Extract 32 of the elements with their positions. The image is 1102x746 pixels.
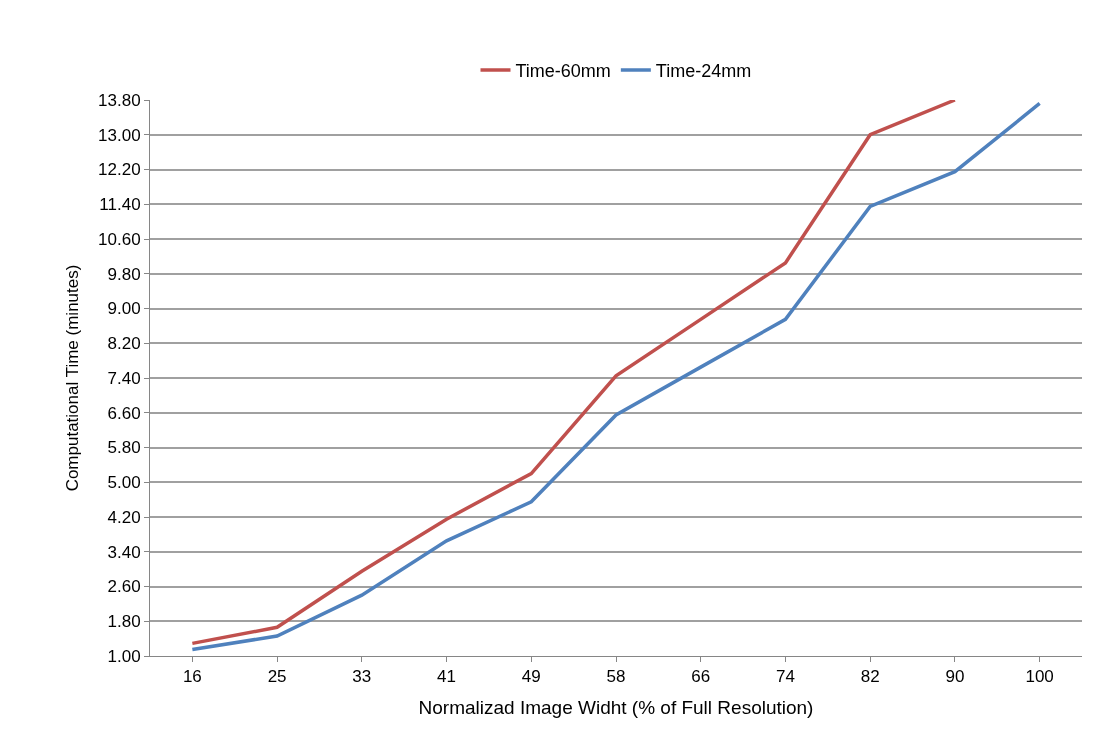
- x-tick-label: 16: [182, 667, 202, 687]
- y-tick-label: 11.40: [99, 195, 141, 215]
- y-tick-label: 9.00: [107, 299, 141, 319]
- x-tick-label: 33: [352, 667, 372, 687]
- y-tick-label: 13.80: [98, 90, 141, 110]
- x-tick-label: 66: [691, 667, 711, 687]
- x-tick-label: 25: [267, 667, 287, 687]
- y-tick-label: 8.20: [107, 334, 141, 354]
- x-tick-label: 82: [860, 667, 880, 687]
- y-tick-label: 7.40: [107, 368, 141, 388]
- legend-label: Time-24mm: [655, 61, 752, 82]
- y-tick-label: 5.00: [107, 473, 141, 493]
- y-tick-label: 4.20: [107, 507, 141, 527]
- x-tick-label: 90: [945, 667, 965, 687]
- y-tick-label: 10.60: [98, 229, 141, 249]
- y-tick-label: 2.60: [107, 577, 141, 597]
- x-tick-label: 58: [606, 667, 626, 687]
- legend-label: Time-60mm: [515, 61, 611, 82]
- y-tick-label: 9.80: [107, 264, 141, 284]
- y-tick-label: 12.20: [98, 160, 141, 180]
- y-axis-title: Computational Time (minutes): [62, 264, 82, 492]
- x-tick-label: 49: [521, 667, 541, 687]
- y-tick-label: 1.80: [107, 612, 141, 632]
- x-tick-label: 74: [775, 667, 795, 687]
- y-tick-label: 5.80: [107, 438, 141, 458]
- x-tick-label: 100: [1025, 667, 1054, 687]
- x-tick-label: 41: [437, 667, 457, 687]
- y-tick-label: 1.00: [107, 646, 141, 666]
- y-tick-label: 13.00: [98, 125, 141, 145]
- y-tick-label: 3.40: [107, 542, 141, 562]
- y-tick-label: 6.60: [107, 403, 141, 423]
- x-axis-title: Normalizad Image Widht (% of Full Resolution): [418, 697, 814, 719]
